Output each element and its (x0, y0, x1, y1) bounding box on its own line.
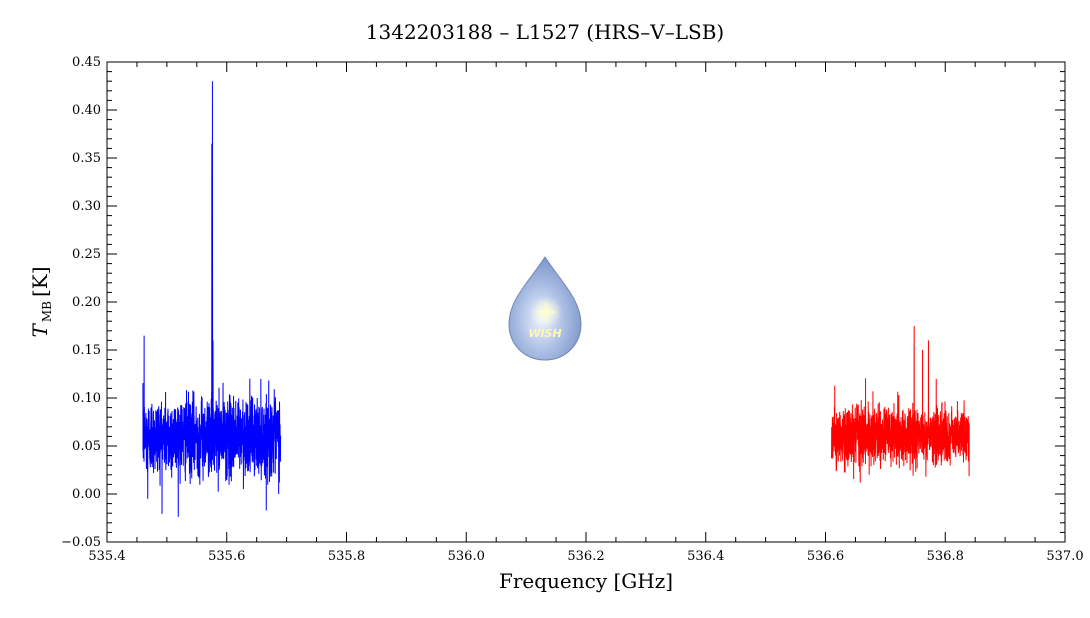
logo-text: WISH (528, 327, 561, 340)
x-tick-label: 536.0 (448, 549, 485, 564)
x-tick-label: 537.0 (1046, 549, 1083, 564)
y-tick-label: −0.05 (61, 535, 101, 550)
y-axis-title: TMB [K] (28, 267, 54, 338)
spectrum-series-2 (830, 325, 970, 483)
y-tick-label: 0.35 (72, 151, 101, 166)
x-tick-label: 536.4 (687, 549, 724, 564)
y-tick-label: 0.05 (72, 439, 101, 454)
x-tick-label: 535.8 (328, 549, 365, 564)
x-tick-label: 535.6 (208, 549, 245, 564)
x-tick-label: 536.6 (807, 549, 844, 564)
plot-frame (106, 61, 1066, 543)
y-tick-label: 0.00 (72, 487, 101, 502)
y-tick-label: 0.15 (72, 343, 101, 358)
y-tick-label: 0.45 (72, 55, 101, 70)
y-axis-title-subscript: MB (40, 301, 54, 322)
y-axis-title-unit: [K] (28, 267, 52, 298)
spectrum-series-1 (142, 81, 282, 517)
x-axis-title: Frequency [GHz] (499, 569, 673, 593)
y-tick-label: 0.30 (72, 199, 101, 214)
y-tick-label: 0.25 (72, 247, 101, 262)
y-tick-label: 0.10 (72, 391, 101, 406)
y-tick-label: 0.20 (72, 295, 101, 310)
x-tick-label: 536.8 (927, 549, 964, 564)
water-drop-star-icon: WISH (508, 256, 582, 361)
svg-text:TMB[K]: TMB [K] (28, 267, 54, 338)
x-tick-label: 536.2 (567, 549, 604, 564)
y-tick-label: 0.40 (72, 103, 101, 118)
chart-title: 1342203188 – L1527 (HRS–V–LSB) (366, 20, 724, 44)
x-tick-label: 535.4 (88, 549, 125, 564)
y-axis-title-symbol: T (28, 323, 52, 338)
